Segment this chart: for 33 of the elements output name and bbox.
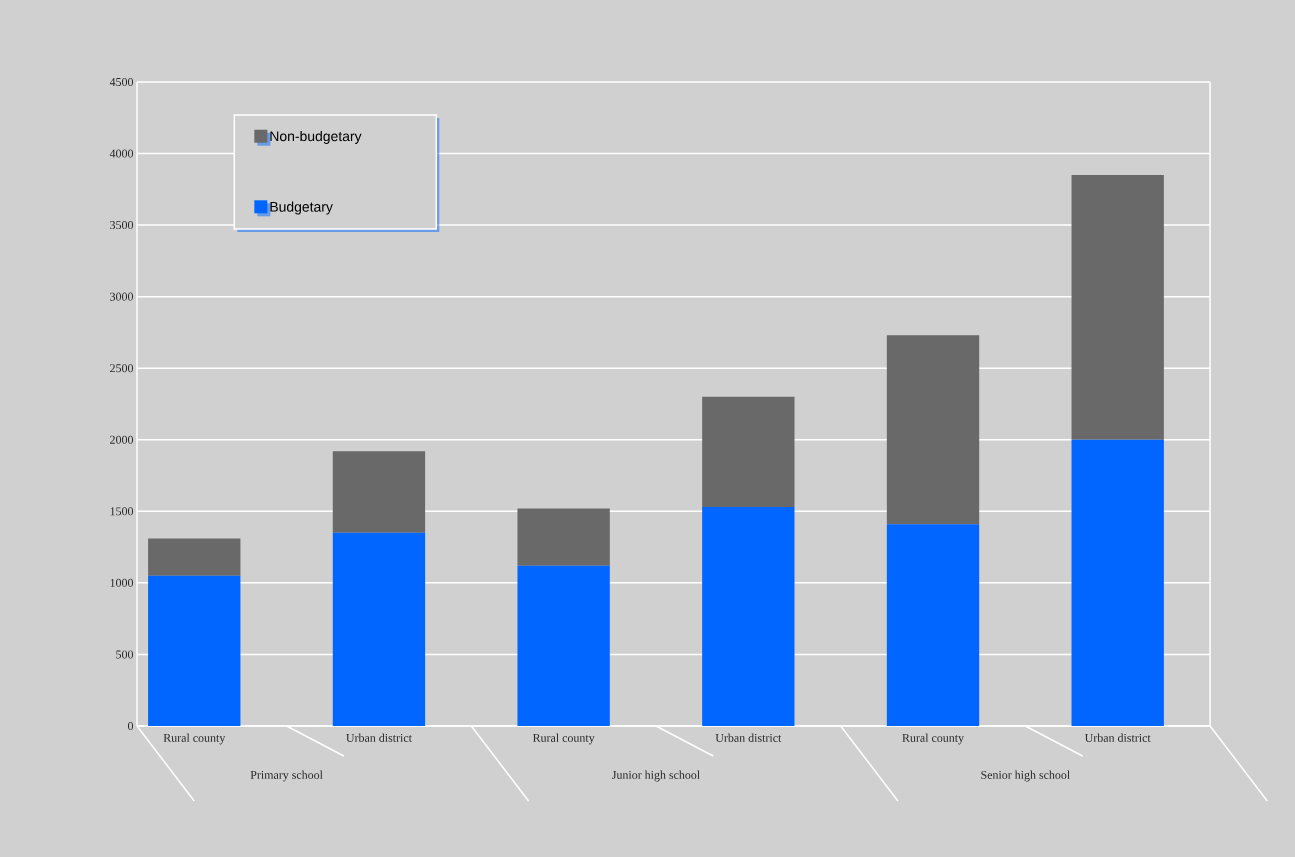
legend-label: Non-budgetary [270, 130, 362, 144]
text: Junior high school [612, 770, 700, 782]
x-tick-label: Rural county [163, 733, 226, 745]
text: Senior high school [981, 770, 1070, 782]
bar [702, 396, 795, 508]
text: Primary school [250, 770, 323, 782]
y-tick-label: 3500 [110, 221, 134, 230]
bar [1071, 439, 1164, 726]
bar [332, 451, 426, 533]
y-tick-label: 500 [116, 650, 134, 659]
y-tick-label: 1000 [110, 578, 134, 587]
y-tick-label: 1500 [110, 507, 134, 516]
bar [886, 335, 980, 525]
bar [332, 532, 426, 726]
y-tick-label: 4500 [109, 77, 134, 87]
bar [148, 575, 241, 726]
x-tick-label: Rural county [902, 733, 965, 745]
bar [886, 524, 980, 726]
bar [148, 538, 241, 576]
legend-label: Budgetary [270, 201, 333, 215]
x-tick-label: Urban district [1084, 733, 1151, 742]
x-tick-label: Urban district [346, 733, 412, 742]
y-tick-label: 4000 [109, 149, 134, 158]
bar [702, 507, 795, 726]
bar [517, 508, 610, 566]
y-tick-label: 2500 [110, 364, 134, 373]
y-tick-label: 0 [127, 721, 134, 731]
y-tick-label: 2000 [110, 435, 134, 444]
x-tick-label: Rural county [532, 733, 595, 745]
bar [1071, 175, 1164, 440]
bar [517, 565, 610, 726]
y-tick-label: 3000 [110, 292, 134, 301]
x-tick-label: Urban district [715, 733, 782, 742]
